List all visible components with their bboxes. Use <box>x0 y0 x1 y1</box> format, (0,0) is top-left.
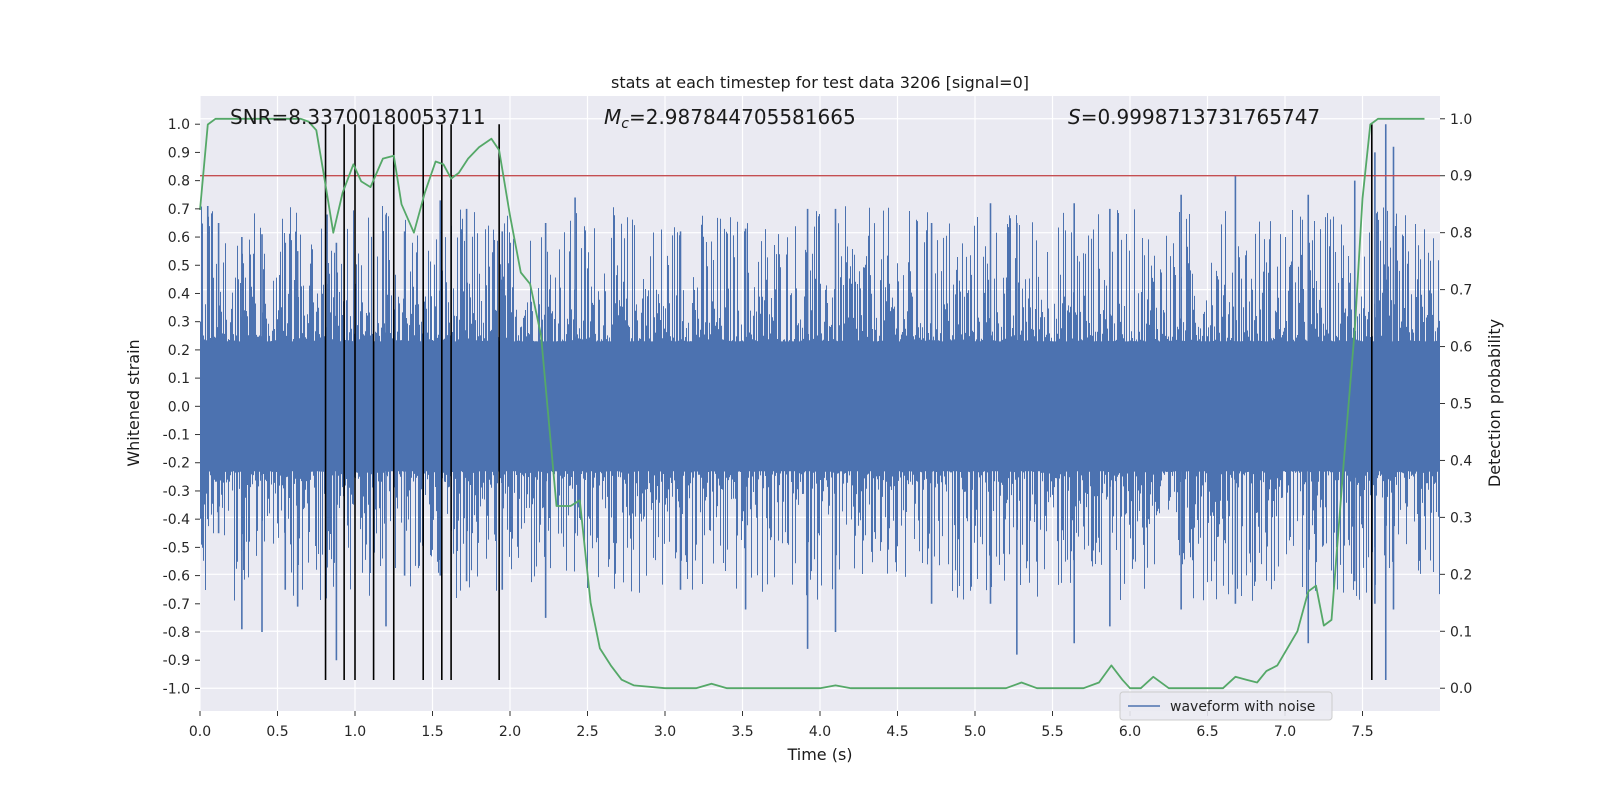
y-right-axis-label: Detection probability <box>1485 319 1504 487</box>
y-right-tick-label: 0.6 <box>1450 340 1472 356</box>
y-left-tick-label: -0.1 <box>163 428 190 444</box>
y-left-tick-label: 0.1 <box>168 371 190 387</box>
chart-title: stats at each timestep for test data 320… <box>611 73 1029 92</box>
y-left-tick-label: -0.4 <box>163 512 190 528</box>
x-tick-label: 3.0 <box>654 724 676 740</box>
x-tick-label: 4.5 <box>886 724 908 740</box>
score-symbol: S <box>1068 105 1081 129</box>
y-right-tick-label: 0.1 <box>1450 624 1472 640</box>
x-axis-label: Time (s) <box>786 745 852 764</box>
chirp-mass-value: =2.987844705581665 <box>629 105 856 129</box>
y-left-tick-label: -1.0 <box>163 681 190 697</box>
y-left-tick-label: 0.3 <box>168 315 190 331</box>
score-annotation: S=0.9998713731765747 <box>1068 105 1320 129</box>
y-right-tick-label: 0.0 <box>1450 681 1472 697</box>
waveform-series <box>200 124 1440 680</box>
waveform-spikes <box>200 206 1440 601</box>
y-left-tick-label: 0.6 <box>168 230 190 246</box>
chirp-mass-annotation: Mc=2.987844705581665 <box>604 105 856 132</box>
y-left-tick-label: -0.2 <box>163 456 190 472</box>
probability-series <box>199 117 1425 690</box>
y-left-tick-label: 0.7 <box>168 202 190 218</box>
x-tick-label: 0.5 <box>266 724 288 740</box>
legend-box <box>1119 691 1333 721</box>
score-value: =0.9998713731765747 <box>1081 105 1320 129</box>
x-tick-label: 1.5 <box>421 724 443 740</box>
y-left-tick-label: -0.8 <box>163 625 190 641</box>
y-right-tick-label: 0.4 <box>1450 453 1472 469</box>
x-tick-label: 6.5 <box>1196 724 1218 740</box>
y-right-tick-label: 0.3 <box>1450 510 1472 526</box>
y-right-tick-label: 0.9 <box>1450 169 1472 185</box>
legend-label: waveform with noise <box>1170 699 1315 715</box>
x-tick-label: 2.0 <box>499 724 521 740</box>
x-tick-label: 4.0 <box>809 724 831 740</box>
y-right-tick-label: 0.8 <box>1450 226 1472 242</box>
y-left-tick-label: 0.5 <box>168 258 190 274</box>
y-left-tick-label: 0.8 <box>168 174 190 190</box>
legend: waveform with noise <box>1119 691 1333 721</box>
y-left-tick-label: 0.9 <box>168 145 190 161</box>
y-left-tick-label: -0.6 <box>163 569 190 585</box>
axes: 0.0 0.5 1.0 1.5 2.0 2.5 3.0 3.5 4.0 4.5 5.0 5.5 6.0 6… <box>163 112 1473 740</box>
x-tick-label: 0.0 <box>189 724 211 740</box>
y-left-tick-label: 0.2 <box>168 343 190 359</box>
y-right-tick-label: 1.0 <box>1450 112 1472 128</box>
x-tick-label: 7.0 <box>1274 724 1296 740</box>
x-tick-label: 1.0 <box>344 724 366 740</box>
y-left-tick-label: -0.7 <box>163 597 190 613</box>
y-left-tick-label: 0.0 <box>168 399 190 415</box>
y-left-tick-label: 0.4 <box>168 286 190 302</box>
x-tick-label: 3.5 <box>731 724 753 740</box>
x-tick-label: 5.0 <box>964 724 986 740</box>
y-left-tick-label: -0.3 <box>163 484 190 500</box>
x-tick-label: 5.5 <box>1041 724 1063 740</box>
y-right-tick-label: 0.5 <box>1450 397 1472 413</box>
y-left-axis-label: Whitened strain <box>124 339 143 466</box>
detection-lines <box>200 124 1440 680</box>
y-left-tick-label: -0.9 <box>163 653 190 669</box>
y-right-tick-label: 0.2 <box>1450 567 1472 583</box>
y-left-tick-label: -0.5 <box>163 540 190 556</box>
x-tick-label: 2.5 <box>576 724 598 740</box>
chirp-mass-subscript: c <box>621 116 629 132</box>
x-tick-label: 6.0 <box>1119 724 1141 740</box>
y-left-tick-label: 1.0 <box>168 117 190 133</box>
snr-annotation: SNR=8.33700180053711 <box>230 105 486 129</box>
probability-line <box>199 117 1425 690</box>
y-right-tick-label: 0.7 <box>1450 283 1472 299</box>
chirp-mass-symbol: M <box>604 105 621 129</box>
x-tick-label: 7.5 <box>1351 724 1373 740</box>
